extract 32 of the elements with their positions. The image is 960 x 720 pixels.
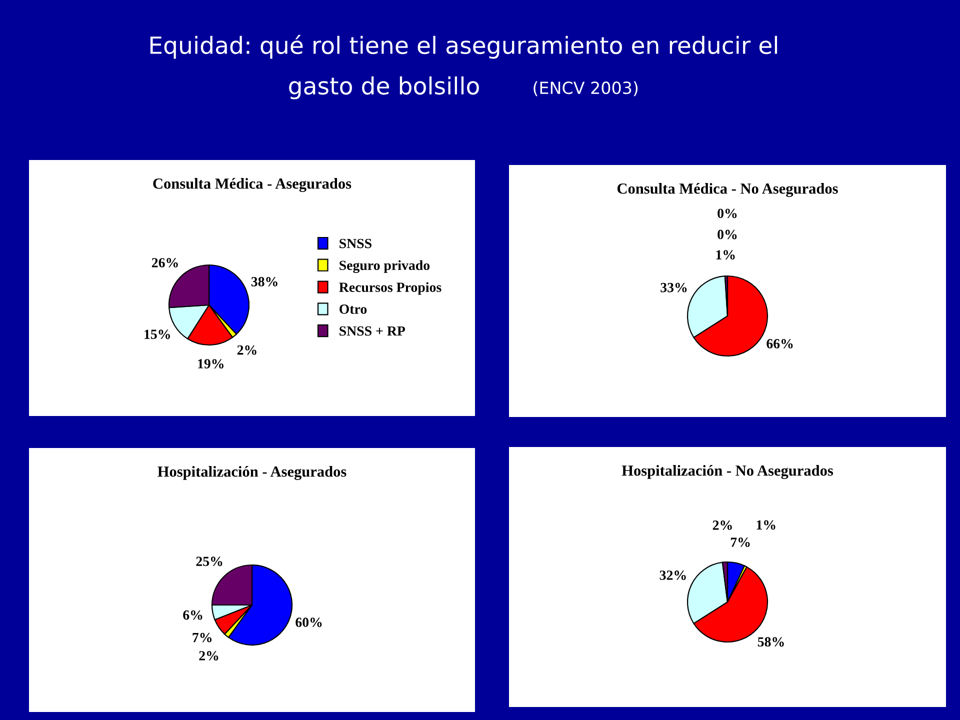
chart-title: Consulta Médica - Asegurados <box>153 178 352 192</box>
chart-title: Hospitalización - No Asegurados <box>622 465 834 479</box>
data-label: 60% <box>296 618 322 628</box>
data-label: 7% <box>192 632 212 642</box>
data-label: 2% <box>712 520 732 530</box>
data-label: 2% <box>199 651 218 660</box>
text: Equidad: qué rol tiene el aseguramiento en reducir el <box>150 34 778 59</box>
data-label: 1% <box>716 250 735 260</box>
data-label: 19% <box>198 359 224 368</box>
data-label: 32% <box>660 570 686 580</box>
data-label: 25% <box>196 556 222 566</box>
data-label: 2% <box>237 345 256 355</box>
legend-label: Otro <box>340 304 367 314</box>
text: gasto de bolsillo <box>289 76 479 100</box>
data-label: 7% <box>730 538 750 547</box>
chart-title: Hospitalización - Asegurados <box>158 466 346 480</box>
text: (ENCV 2003) <box>534 81 638 96</box>
data-label: 58% <box>758 637 784 647</box>
data-label: 38% <box>251 277 278 286</box>
legend-label: SNSS + RP <box>340 326 406 336</box>
text: 0% <box>718 208 737 218</box>
legend-label: Seguro privado <box>340 260 430 273</box>
data-label: 26% <box>152 258 178 268</box>
legend-label: SNSS <box>340 238 372 248</box>
text: 0% <box>718 230 737 240</box>
data-label: 6% <box>183 610 202 620</box>
data-label: 66% <box>766 339 793 348</box>
chart-title: Consulta Médica - No Asegurados <box>617 183 838 197</box>
legend-label: Recursos Propios <box>339 282 442 295</box>
data-label: 1% <box>756 520 776 530</box>
data-label: 15% <box>144 330 170 340</box>
data-label: 33% <box>660 282 687 292</box>
